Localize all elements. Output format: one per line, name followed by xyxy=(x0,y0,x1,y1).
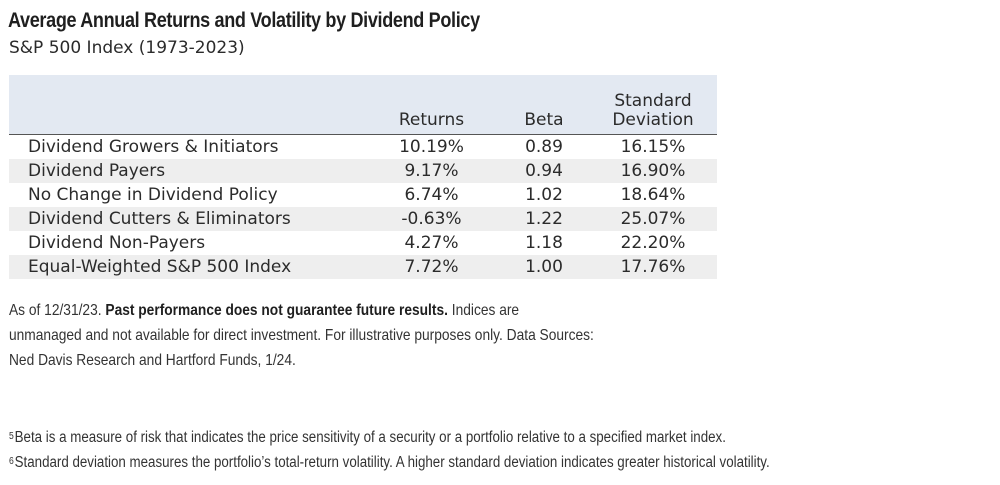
returns-value: 7.72% xyxy=(404,257,459,277)
source-line-3: Ned Davis Research and Hartford Funds, 1… xyxy=(9,352,296,369)
row-label: Dividend Cutters & Eliminators xyxy=(28,209,291,229)
footnote-marker: 5 xyxy=(9,431,14,442)
source-text: Indices are xyxy=(447,302,520,319)
table-header-row: Returns Beta Standard Deviation xyxy=(9,75,717,135)
row-label: Dividend Growers & Initiators xyxy=(28,137,279,157)
row-label: No Change in Dividend Policy xyxy=(28,185,278,205)
chart-title: Average Annual Returns and Volatility by… xyxy=(8,9,480,32)
footnote-text: Beta is a measure of risk that indicates… xyxy=(14,429,726,446)
footnote-marker: 6 xyxy=(9,456,14,467)
returns-value: 4.27% xyxy=(404,233,459,253)
source-text: As of 12/31/23. xyxy=(9,302,106,319)
std-dev-value: 18.64% xyxy=(620,185,686,205)
std-dev-value: 17.76% xyxy=(620,257,686,277)
footnote-text: Standard deviation measures the portfoli… xyxy=(14,454,770,471)
table-row: Dividend Non-Payers 4.27% 1.18 22.20% xyxy=(9,231,717,255)
table-row: Dividend Growers & Initiators 10.19% 0.8… xyxy=(9,134,717,159)
table-row: Dividend Payers 9.17% 0.94 16.90% xyxy=(9,159,717,183)
table-row: Dividend Cutters & Eliminators -0.63% 1.… xyxy=(9,207,717,231)
header-std-line-1: Standard xyxy=(614,91,692,111)
header-label-column xyxy=(9,75,364,135)
row-label: Dividend Payers xyxy=(28,161,166,181)
performance-disclaimer: Past performance does not guarantee futu… xyxy=(105,302,448,319)
returns-value: 9.17% xyxy=(404,161,459,181)
source-line-2: unmanaged and not available for direct i… xyxy=(9,327,594,344)
std-dev-value: 16.15% xyxy=(620,137,686,157)
row-label: Dividend Non-Payers xyxy=(28,233,206,253)
source-note: As of 12/31/23. Past performance does no… xyxy=(9,298,594,373)
footnote-beta: 5Beta is a measure of risk that indicate… xyxy=(9,429,726,447)
header-std-line-2: Deviation xyxy=(612,110,694,130)
beta-value: 1.18 xyxy=(525,233,563,253)
beta-value: 1.00 xyxy=(525,257,563,277)
chart-subtitle: S&P 500 Index (1973-2023) xyxy=(9,38,245,58)
table-row: Equal-Weighted S&P 500 Index 7.72% 1.00 … xyxy=(9,255,717,279)
footnote-standard-deviation: 6Standard deviation measures the portfol… xyxy=(9,454,770,472)
std-dev-value: 16.90% xyxy=(620,161,686,181)
table-row: No Change in Dividend Policy 6.74% 1.02 … xyxy=(9,183,717,207)
header-beta: Beta xyxy=(499,75,589,135)
header-returns: Returns xyxy=(364,75,499,135)
returns-table: Returns Beta Standard Deviation Dividend… xyxy=(9,75,717,279)
returns-value: 10.19% xyxy=(399,137,464,157)
std-dev-value: 22.20% xyxy=(620,233,686,253)
beta-value: 0.94 xyxy=(525,161,563,181)
row-label: Equal-Weighted S&P 500 Index xyxy=(28,257,292,277)
beta-value: 1.22 xyxy=(525,209,563,229)
header-standard-deviation: Standard Deviation xyxy=(589,75,717,135)
returns-value: -0.63% xyxy=(401,209,462,229)
beta-value: 1.02 xyxy=(525,185,563,205)
std-dev-value: 25.07% xyxy=(620,209,686,229)
returns-value: 6.74% xyxy=(404,185,459,205)
source-line-1: As of 12/31/23. Past performance does no… xyxy=(9,298,594,323)
beta-value: 0.89 xyxy=(525,137,563,157)
